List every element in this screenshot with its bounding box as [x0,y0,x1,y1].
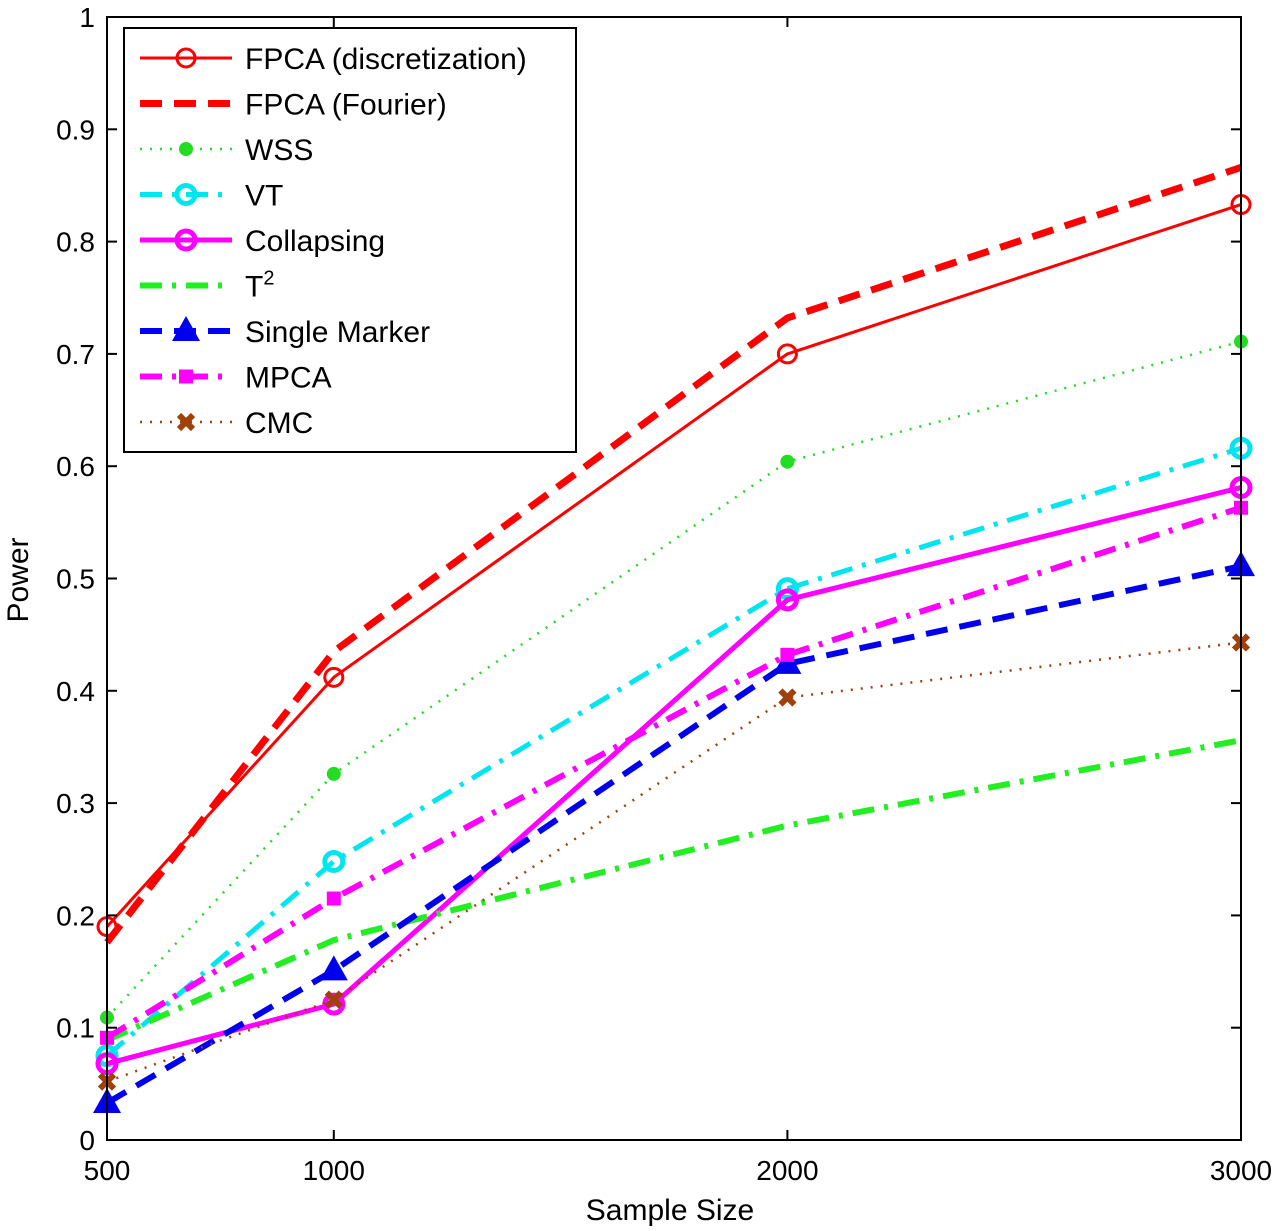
y-tick-label: 0.6 [56,451,95,482]
legend-entry: WSS [140,134,313,167]
series-line [106,485,1242,1067]
legend-label-text: T [245,271,263,304]
data-point [324,990,343,1009]
series-fpca-fourier- [104,164,1243,945]
legend-entry: FPCA (Fourier) [140,89,447,122]
data-point [780,454,795,469]
series-line [104,164,1243,945]
legend-label-text: FPCA (discretization) [245,43,527,76]
y-tick-label: 1 [79,2,95,33]
series-line [106,641,1242,1083]
series-single-marker [93,551,1255,1113]
x-tick-label: 3000 [1210,1155,1272,1186]
legend-label-text: FPCA (Fourier) [245,89,447,122]
data-point [176,412,196,432]
x-tick-label: 500 [84,1155,131,1186]
legend-entry: Collapsing [140,225,385,258]
legend-entry: MPCA [140,362,332,395]
data-point [776,343,798,365]
legend-label: MPCA [245,362,332,395]
y-tick-label: 0.5 [56,564,95,595]
ticks-layer: 0 0.1 0.2 0.3 0.4 0.5 0.6 0.7 0.8 0.9 1 500 1000 2000… [56,2,1272,1186]
series-line [105,445,1242,1058]
x-axis-label: Sample Size [586,1194,754,1227]
legend-label-text: CMC [245,407,313,440]
data-point [326,891,341,906]
legend-entry: VT [140,180,283,213]
y-tick-label: 0.1 [56,1013,95,1044]
data-point [778,688,797,707]
legend-label-text: VT [245,180,283,213]
y-tick-label: 0.2 [56,900,95,931]
legend-entry: FPCA (discretization) [140,43,527,76]
legend-entry: Single Marker [140,316,430,349]
legend-entry: CMC [140,407,313,440]
x-tick-label: 1000 [303,1155,365,1186]
legend-label: Single Marker [245,316,430,349]
data-point [174,183,198,206]
y-tick-label: 0.7 [56,339,95,370]
legend-label-text: Single Marker [245,316,430,349]
legend-label: FPCA (discretization) [245,43,527,76]
legend-label: CMC [245,407,313,440]
legend-label: Collapsing [245,225,385,258]
data-point [179,369,193,384]
legend: FPCA (discretization) FPCA (Fourier) WSS VT… [123,27,577,453]
y-tick-label: 0.4 [56,676,95,707]
data-point [175,47,197,69]
data-point [319,955,348,981]
legend-label: WSS [245,134,313,167]
legend-entry: T2 [140,268,274,304]
y-tick-label: 0 [79,1125,95,1156]
data-point [179,142,193,156]
legend-box [123,27,577,453]
y-tick-label: 0.3 [56,788,95,819]
legend-label-text: Collapsing [245,225,385,258]
data-point [172,316,200,341]
legend-label-text: WSS [245,134,313,167]
data-point [323,666,345,688]
legend-label-superscript: 2 [263,268,274,290]
legend-label-text: MPCA [245,362,332,395]
legend-label: FPCA (Fourier) [245,89,447,122]
data-point [322,849,346,873]
y-axis-label: Power [2,537,35,622]
data-point [780,647,795,662]
series-vt [95,436,1253,1068]
data-point [174,228,198,252]
series-line [105,563,1242,1106]
series-collapsing [95,476,1253,1076]
x-tick-label: 2000 [756,1155,818,1186]
y-tick-label: 0.9 [56,114,95,145]
y-tick-label: 0.8 [56,227,95,258]
data-point [775,588,799,612]
series-line [105,504,1242,1041]
series-layer [93,164,1255,1113]
series-t [105,737,1242,1043]
legend-label: VT [245,180,283,213]
legend-label: T2 [245,268,274,304]
series-line [105,737,1242,1043]
data-point [326,766,341,781]
